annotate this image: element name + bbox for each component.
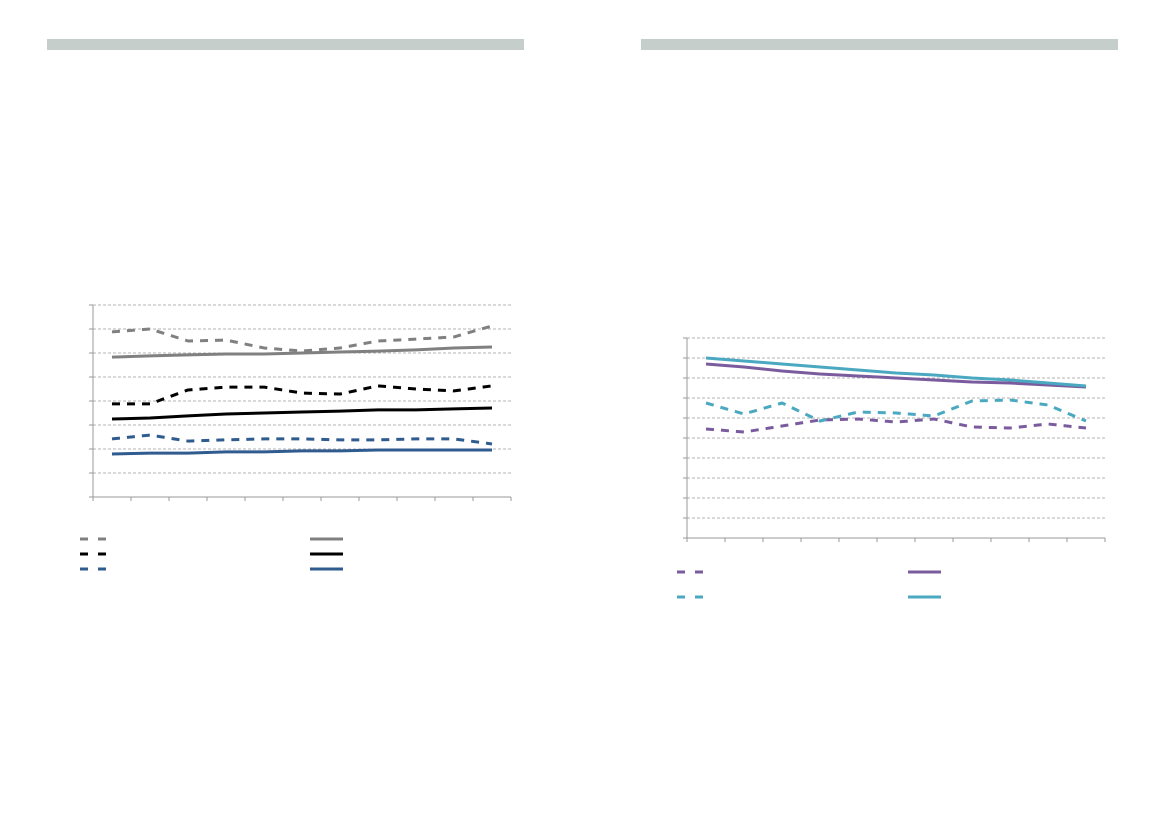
series-line [705,356,1087,388]
series-line [111,406,493,421]
series-line [705,362,1087,389]
series-line [111,448,492,456]
series-line [705,417,1087,434]
header-bar [641,39,1118,50]
header-bar [47,39,524,50]
series-line [111,324,493,353]
series-line [112,384,493,406]
series-line [111,345,493,359]
series-line [111,433,493,446]
series-line [705,398,1087,423]
